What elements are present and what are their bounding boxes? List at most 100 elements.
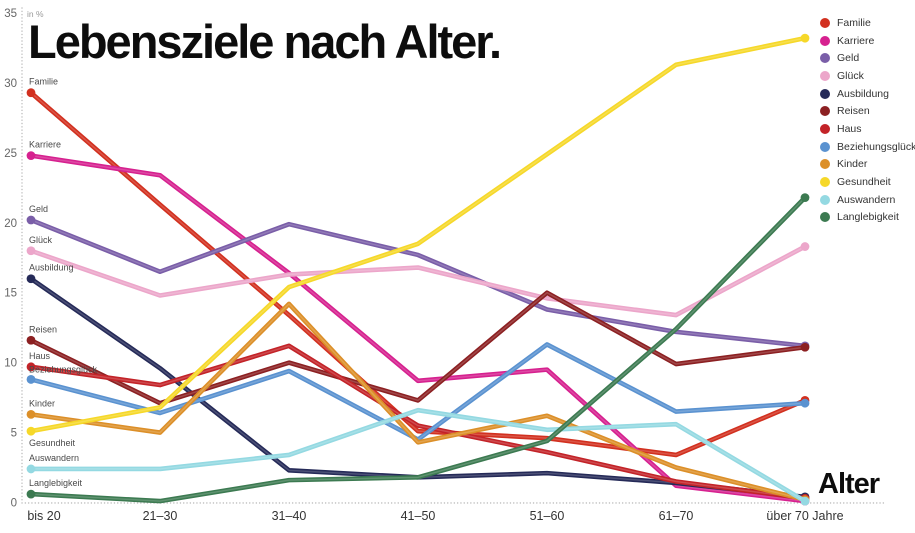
series-endpoint-glueck xyxy=(800,242,810,251)
series-line-familie xyxy=(28,90,808,458)
legend-item-auswandern: Auswandern xyxy=(820,191,915,209)
series-start-label-karriere: Karriere xyxy=(29,140,61,150)
series-line-langlebigkeit xyxy=(28,195,808,504)
series-endpoint-haus xyxy=(26,362,36,372)
legend-swatch-ausbildung xyxy=(820,88,830,99)
series-endpoint-geld xyxy=(26,215,36,225)
y-tick-label: 30 xyxy=(4,78,17,90)
y-tick-label: 0 xyxy=(11,498,17,510)
legend-label-familie: Familie xyxy=(837,16,871,29)
series-endpoint-gesundheit xyxy=(800,33,810,43)
series-line-highlight-haus xyxy=(30,345,806,500)
legend-swatch-gesundheit xyxy=(820,177,830,188)
series-endpoint-auswandern xyxy=(800,496,810,506)
series-start-label-ausbildung: Ausbildung xyxy=(29,263,74,273)
legend-item-langlebigkeit: Langlebigkeit xyxy=(820,209,915,227)
series-start-label-glueck: Glück xyxy=(29,235,53,245)
y-tick-label: 20 xyxy=(4,218,17,230)
legend-item-familie: Familie xyxy=(820,14,915,32)
series-line-highlight-ausbildung xyxy=(30,277,806,498)
legend-swatch-kinder xyxy=(820,159,830,170)
legend-label-reisen: Reisen xyxy=(837,105,870,118)
series-endpoint-reisen xyxy=(800,342,810,352)
series-start-label-familie: Familie xyxy=(29,77,58,87)
series-line-highlight-karriere xyxy=(30,154,806,502)
legend-label-langlebigkeit: Langlebigkeit xyxy=(837,211,899,224)
series-line-highlight-gesundheit xyxy=(30,37,806,432)
series-endpoint-ausbildung xyxy=(26,274,36,284)
legend-item-haus: Haus xyxy=(820,120,915,138)
legend-swatch-beziehungsglueck xyxy=(820,141,830,152)
legend-label-haus: Haus xyxy=(837,122,862,135)
series-line-glueck xyxy=(28,244,808,318)
x-axis-title: Alter xyxy=(818,468,880,500)
legend-swatch-haus xyxy=(820,123,830,134)
series-line-highlight-langlebigkeit xyxy=(30,196,806,502)
series-line-gesundheit xyxy=(28,35,808,434)
x-tick-label: bis 20 xyxy=(27,509,60,523)
series-start-label-kinder: Kinder xyxy=(29,398,55,408)
series-endpoint-familie xyxy=(26,88,36,98)
series-line-highlight-auswandern xyxy=(30,409,806,502)
legend-swatch-karriere xyxy=(820,35,830,46)
y-tick-label: 10 xyxy=(4,358,17,370)
series-endpoint-reisen xyxy=(26,335,36,345)
legend-item-gesundheit: Gesundheit xyxy=(820,173,915,191)
y-tick-label: 35 xyxy=(4,8,17,20)
series-line-geld xyxy=(28,217,808,349)
series-start-label-beziehungsglueck: Beziehungsglück xyxy=(29,364,98,374)
legend: Familie Karriere Geld Glück Ausbildung Reisen… xyxy=(820,14,915,226)
legend-item-kinder: Kinder xyxy=(820,156,915,174)
series-line-highlight-familie xyxy=(30,91,806,456)
legend-swatch-familie xyxy=(820,17,830,28)
series-endpoint-karriere xyxy=(26,151,36,161)
series-line-ausbildung xyxy=(28,276,808,500)
legend-item-beziehungsglueck: Beziehungsglück xyxy=(820,138,915,156)
legend-label-glueck: Glück xyxy=(837,69,864,82)
chart-title: Lebensziele nach Alter. xyxy=(28,15,502,68)
series-endpoint-langlebigkeit xyxy=(26,489,36,499)
series-line-highlight-reisen xyxy=(30,291,806,404)
legend-label-karriere: Karriere xyxy=(837,34,875,47)
series-line-highlight-geld xyxy=(30,219,806,347)
series-endpoint-gesundheit xyxy=(26,426,36,436)
x-tick-label: 51–60 xyxy=(530,509,565,523)
legend-item-geld: Geld xyxy=(820,49,915,67)
legend-label-kinder: Kinder xyxy=(837,158,868,171)
series-start-label-auswandern: Auswandern xyxy=(29,453,79,463)
series-line-karriere xyxy=(28,153,808,504)
legend-swatch-glueck xyxy=(820,70,830,81)
x-tick-label: 21–30 xyxy=(143,509,178,523)
x-tick-label: 41–50 xyxy=(401,509,436,523)
legend-item-reisen: Reisen xyxy=(820,102,915,120)
legend-label-geld: Geld xyxy=(837,52,860,65)
legend-label-auswandern: Auswandern xyxy=(837,193,896,206)
series-endpoint-kinder xyxy=(26,409,36,419)
series-line-haus xyxy=(28,343,808,501)
y-tick-label: 15 xyxy=(4,288,17,300)
legend-swatch-auswandern xyxy=(820,194,830,205)
series-endpoint-beziehungsglueck xyxy=(800,398,810,408)
series-start-label-reisen: Reisen xyxy=(29,324,57,334)
series-line-highlight-kinder xyxy=(30,303,806,501)
x-tick-label: über 70 Jahre xyxy=(766,509,843,523)
series-endpoint-auswandern xyxy=(26,464,36,474)
legend-swatch-langlebigkeit xyxy=(820,212,830,223)
series-endpoint-glueck xyxy=(26,246,36,256)
legend-swatch-geld xyxy=(820,53,830,64)
y-axis-unit-label: in % xyxy=(27,9,44,19)
series-line-auswandern xyxy=(28,407,808,504)
y-tick-label: 5 xyxy=(11,428,17,440)
series-line-reisen xyxy=(28,290,808,406)
x-tick-label: 31–40 xyxy=(272,509,307,523)
legend-label-beziehungsglueck: Beziehungsglück xyxy=(837,140,915,153)
series-endpoint-beziehungsglueck xyxy=(26,375,36,384)
series-line-kinder xyxy=(28,301,808,503)
legend-label-ausbildung: Ausbildung xyxy=(837,87,889,100)
series-endpoint-langlebigkeit xyxy=(800,193,810,203)
legend-swatch-reisen xyxy=(820,106,830,117)
legend-label-gesundheit: Gesundheit xyxy=(837,176,891,189)
series-start-label-geld: Geld xyxy=(29,204,48,214)
series-line-highlight-glueck xyxy=(30,245,806,316)
